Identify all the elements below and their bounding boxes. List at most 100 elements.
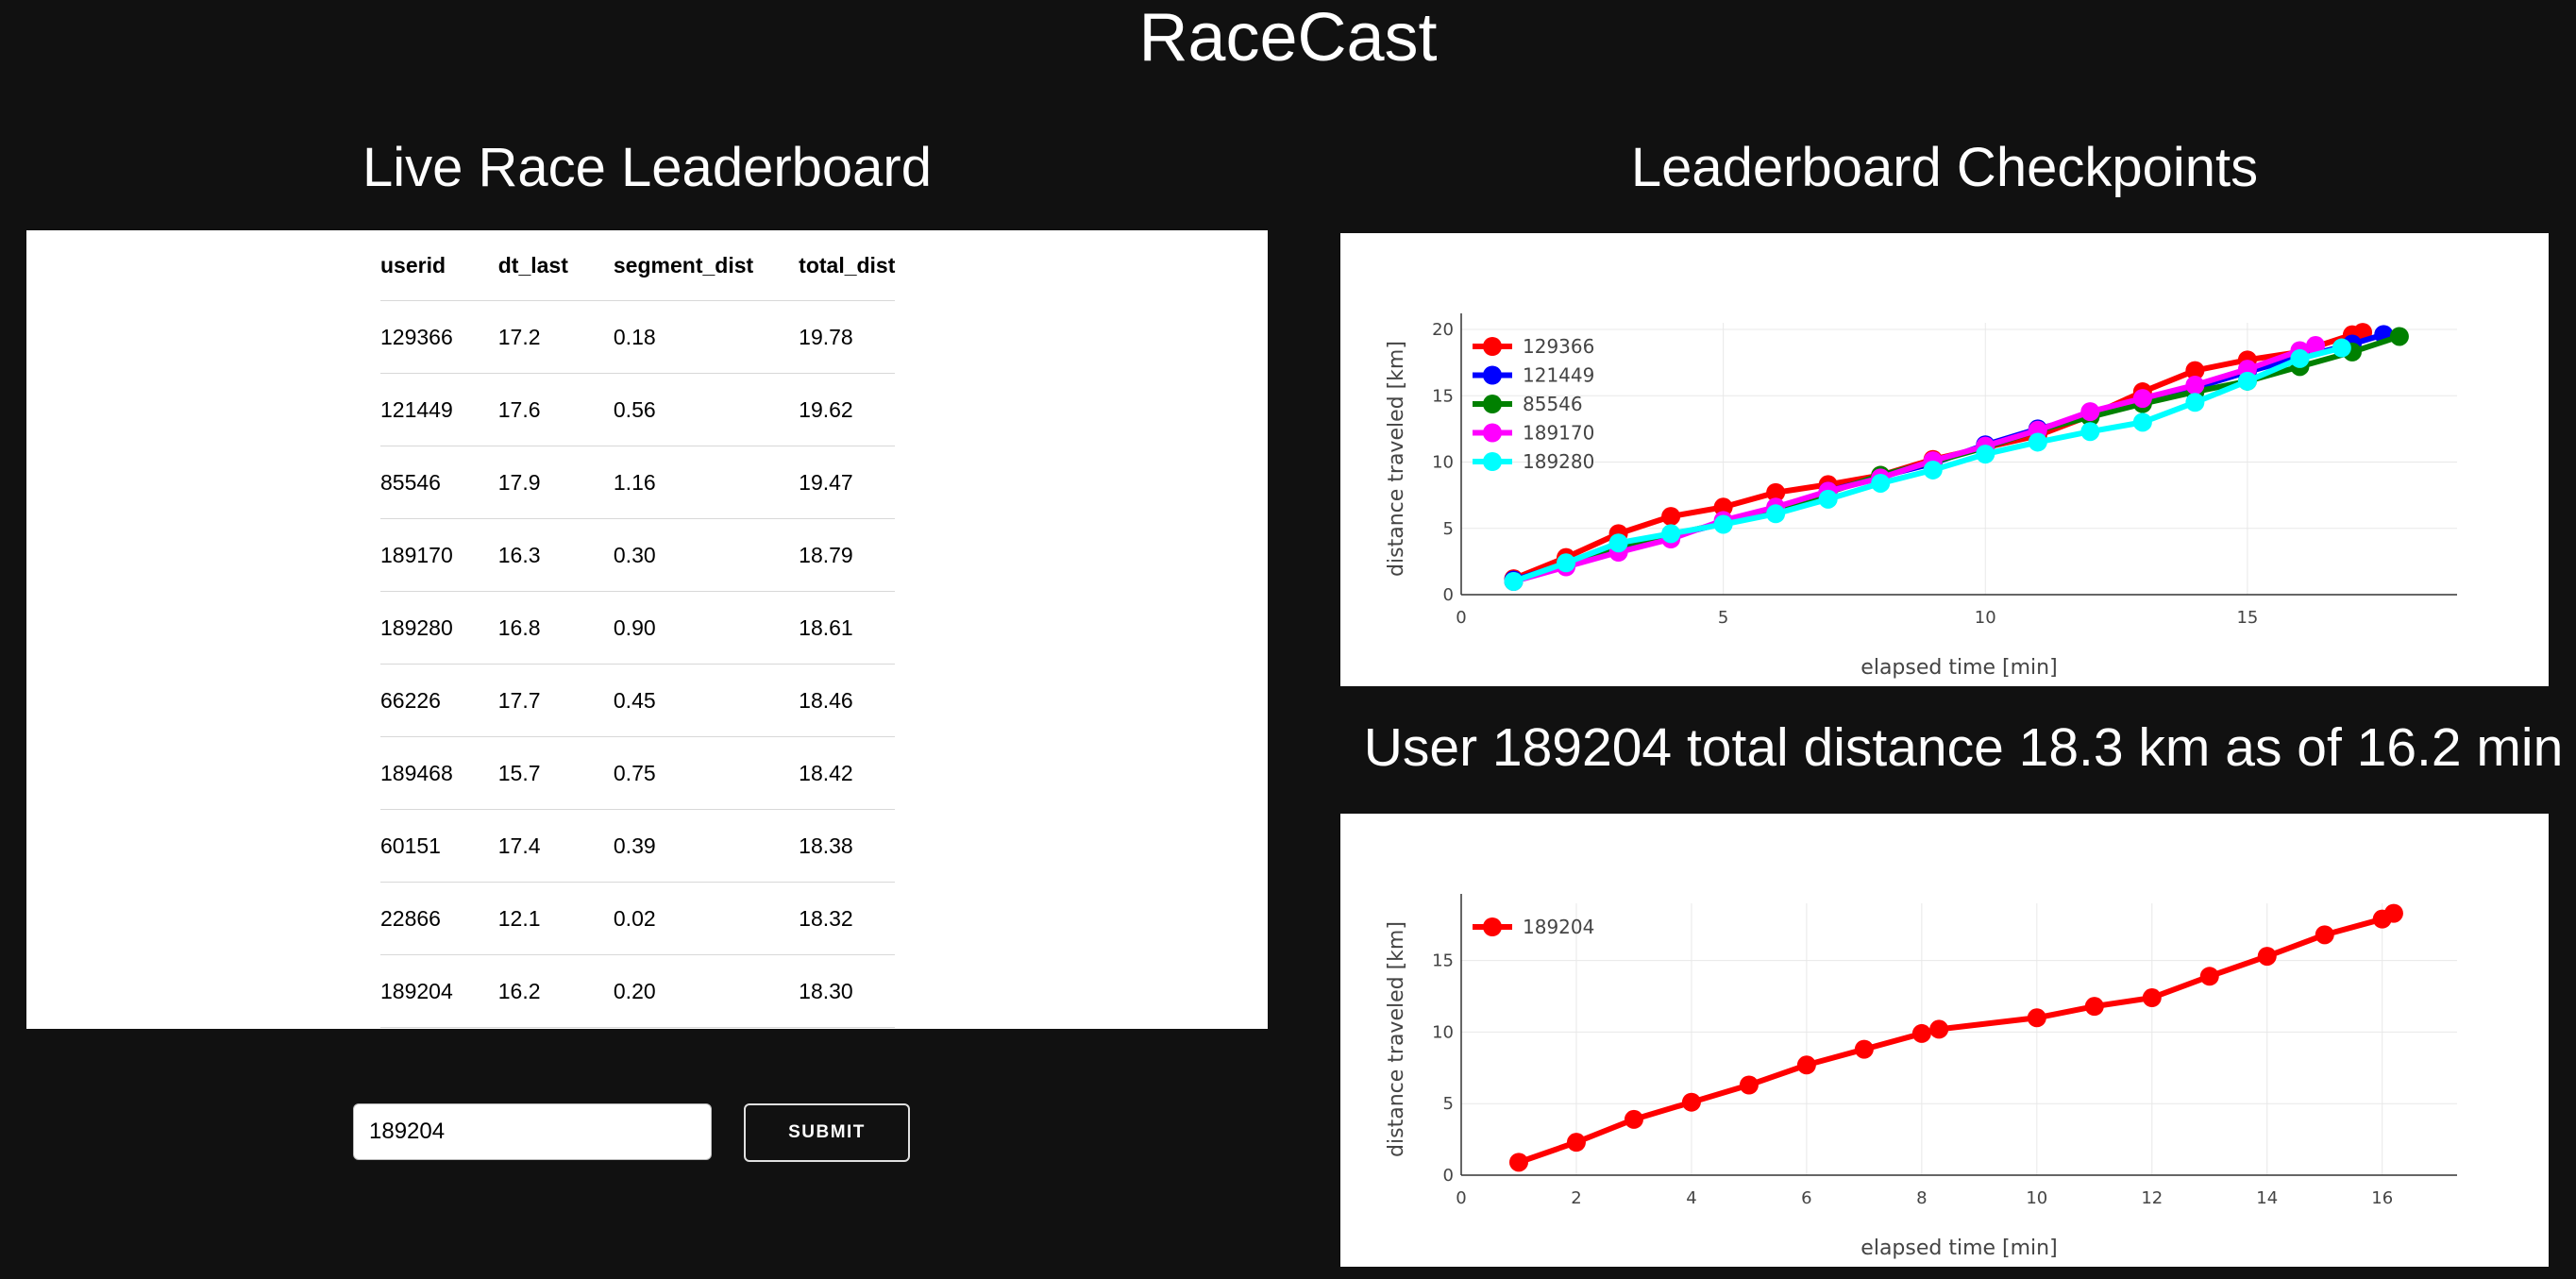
x-tick-label: 6 — [1801, 1188, 1811, 1208]
data-point — [1508, 1153, 1528, 1172]
cell-dt-last: 17.7 — [497, 664, 614, 737]
data-point — [2315, 925, 2334, 945]
cell-total-dist: 18.38 — [799, 809, 896, 883]
cell-segment-dist: 0.56 — [613, 373, 800, 446]
cell-userid: 85546 — [380, 446, 498, 519]
x-tick-label: 10 — [1975, 608, 1996, 628]
data-point — [2290, 348, 2310, 368]
data-point — [2185, 376, 2205, 395]
x-tick-label: 0 — [1456, 608, 1466, 628]
y-tick-label: 5 — [1443, 519, 1454, 539]
data-point — [1923, 460, 1943, 480]
cell-dt-last: 17.4 — [497, 809, 614, 883]
cell-userid: 189170 — [380, 518, 498, 592]
data-point — [1557, 553, 1576, 573]
data-point — [1681, 1092, 1701, 1112]
cell-segment-dist: 0.20 — [613, 954, 800, 1028]
legend-label: 189280 — [1523, 450, 1594, 473]
cell-total-dist: 19.47 — [799, 446, 896, 519]
checkpoints-chart: 0 5 10 15 0 5 10 15 20 elapsed time [min] distance… — [1340, 233, 2549, 686]
cell-dt-last: 17.2 — [497, 300, 614, 374]
leaderboard-title: Live Race Leaderboard — [362, 137, 932, 198]
leaderboard-table: userid dt_last segment_dist total_dist 1… — [380, 230, 896, 1028]
cell-dt-last: 12.1 — [497, 882, 614, 955]
legend-label: 189204 — [1523, 916, 1594, 938]
data-point — [1739, 1075, 1759, 1095]
user-distance-title: User 189204 total distance 18.3 km as of… — [1363, 717, 2564, 778]
cell-total-dist: 18.32 — [799, 882, 896, 955]
cell-userid: 60151 — [380, 809, 498, 883]
x-tick-label: 16 — [2371, 1188, 2393, 1208]
data-point — [2132, 389, 2152, 409]
y-tick-label: 10 — [1432, 453, 1454, 473]
data-point — [1504, 571, 1524, 591]
cell-userid: 129366 — [380, 300, 498, 374]
x-tick-label: 15 — [2236, 608, 2258, 628]
data-point — [1976, 445, 1995, 464]
cell-segment-dist: 1.16 — [613, 446, 800, 519]
cell-total-dist: 18.46 — [799, 664, 896, 737]
data-point — [1911, 1023, 1931, 1043]
y-tick-label: 10 — [1432, 1022, 1454, 1042]
table-row: 189280 16.8 0.90 18.61 — [380, 591, 896, 665]
cell-segment-dist: 0.18 — [613, 300, 800, 374]
legend-marker — [1483, 337, 1502, 356]
legend-label: 85546 — [1523, 393, 1583, 415]
x-tick-label: 2 — [1571, 1188, 1581, 1208]
data-point — [2332, 338, 2351, 358]
column-header-dt-last: dt_last — [497, 252, 568, 278]
data-point — [2237, 371, 2257, 391]
cell-userid: 189468 — [380, 736, 498, 810]
data-point — [2142, 988, 2162, 1008]
cell-total-dist: 18.42 — [799, 736, 896, 810]
legend-marker — [1483, 452, 1502, 471]
data-point — [2185, 361, 2205, 380]
table-row: 85546 17.9 1.16 19.47 — [380, 446, 896, 519]
data-point — [2306, 336, 2326, 356]
cell-dt-last: 17.6 — [497, 373, 614, 446]
y-tick-label: 15 — [1432, 386, 1454, 406]
cell-dt-last: 16.3 — [497, 518, 614, 592]
x-tick-label: 10 — [2026, 1188, 2047, 1208]
legend-label: 121449 — [1523, 364, 1594, 387]
data-point — [1766, 504, 1786, 524]
cell-segment-dist: 0.30 — [613, 518, 800, 592]
data-point — [2389, 327, 2409, 346]
data-point — [1624, 1109, 1643, 1129]
data-point — [1796, 1055, 1816, 1075]
table-row: 189170 16.3 0.30 18.79 — [380, 518, 896, 592]
cell-userid: 189204 — [380, 954, 498, 1028]
data-point — [2080, 422, 2100, 442]
cell-segment-dist: 0.39 — [613, 809, 800, 883]
checkpoints-title: Leaderboard Checkpoints — [1630, 137, 2259, 198]
table-row: 121449 17.6 0.56 19.62 — [380, 373, 896, 446]
cell-total-dist: 18.79 — [799, 518, 896, 592]
column-header-segment-dist: segment_dist — [613, 252, 754, 278]
userid-input[interactable] — [353, 1103, 712, 1160]
data-point — [1766, 482, 1786, 502]
y-tick-label: 0 — [1443, 1166, 1454, 1186]
x-tick-label: 8 — [1916, 1188, 1927, 1208]
column-header-userid: userid — [380, 252, 446, 278]
cell-total-dist: 18.30 — [799, 954, 896, 1028]
submit-button[interactable]: SUBMIT — [744, 1103, 910, 1162]
y-tick-label: 20 — [1432, 320, 1454, 340]
y-tick-label: 15 — [1432, 951, 1454, 971]
legend-marker — [1483, 365, 1502, 385]
cell-dt-last: 15.7 — [497, 736, 614, 810]
leaderboard-table-panel: userid dt_last segment_dist total_dist 1… — [26, 230, 1268, 1029]
data-point — [1661, 507, 1681, 527]
x-tick-label: 0 — [1456, 1188, 1466, 1208]
data-point — [2257, 947, 2277, 967]
user-distance-chart-svg: 0 2 4 6 8 10 12 14 16 0 5 10 15 elapsed time [min] dis… — [1385, 894, 2457, 1260]
x-tick-label: 5 — [1718, 608, 1728, 628]
y-axis-label: distance traveled [km] — [1385, 341, 1408, 577]
data-point — [1818, 489, 1838, 509]
legend-label: 189170 — [1523, 422, 1594, 445]
cell-total-dist: 19.62 — [799, 373, 896, 446]
table-row: 189204 16.2 0.20 18.30 — [380, 954, 896, 1028]
data-point — [2028, 432, 2047, 452]
app-title: RaceCast — [1138, 0, 1438, 76]
table-row: 22866 12.1 0.02 18.32 — [380, 882, 896, 955]
data-point — [1854, 1039, 1874, 1059]
